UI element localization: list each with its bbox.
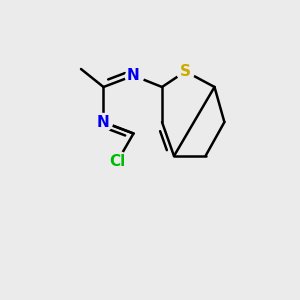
Text: S: S	[180, 64, 191, 79]
Text: N: N	[97, 115, 110, 130]
Text: N: N	[127, 68, 140, 83]
Text: Cl: Cl	[109, 154, 125, 169]
